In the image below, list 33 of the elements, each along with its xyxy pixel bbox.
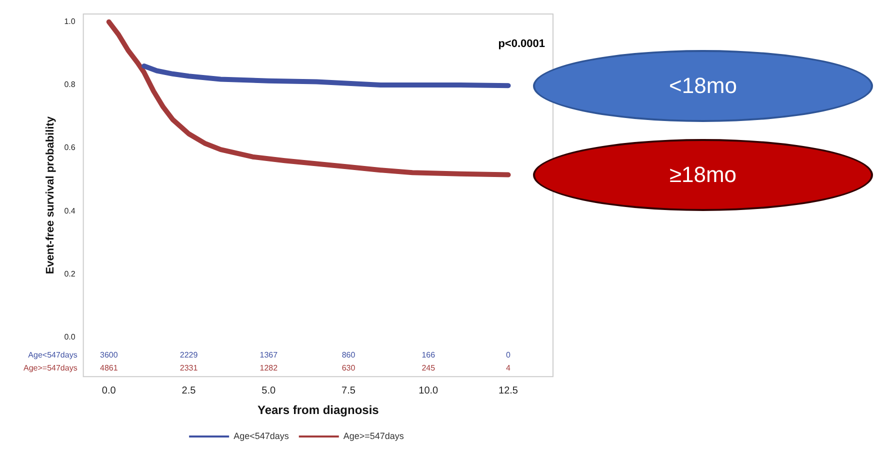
text: Age<547days: [28, 350, 78, 360]
y-tick-label: 1.0: [64, 17, 76, 26]
oval-label: ≥18mo: [533, 138, 873, 211]
annotation: 1282: [260, 363, 278, 372]
y-tick-label: 0.6: [64, 143, 76, 152]
x-tick-label: 0.0: [102, 385, 116, 396]
annotation: p<0.0001: [498, 38, 545, 50]
legend-label: Age>=547days: [343, 430, 404, 441]
annotation: 860: [342, 350, 356, 360]
x-tick-label: 7.5: [342, 385, 356, 396]
y-tick-label: 0.4: [64, 206, 76, 216]
annotation: 4861: [100, 363, 118, 372]
annotation: 2229: [180, 350, 198, 360]
annotation: 2331: [180, 363, 198, 372]
x-tick-label: 12.5: [498, 385, 518, 396]
annotation: 630: [342, 363, 356, 372]
annotation: 0: [506, 350, 512, 360]
text: Age>=547days: [23, 363, 78, 372]
legend-label: Age<547days: [234, 430, 290, 441]
annotation: 245: [422, 363, 436, 372]
annotation: 3600: [100, 350, 118, 360]
x-tick-label: 5.0: [262, 385, 276, 396]
annotation: 4: [506, 363, 512, 372]
y-tick-label: 0.2: [64, 269, 76, 278]
annotation: 1367: [260, 350, 278, 360]
x-tick-label: 2.5: [182, 385, 196, 396]
y-tick-label: 0.8: [64, 80, 76, 90]
oval-label: <18mo: [533, 50, 873, 122]
x-axis-title: Years from diagnosis: [257, 403, 380, 418]
x-tick-label: 10.0: [418, 385, 439, 396]
annotation: 166: [422, 350, 436, 360]
y-axis-title: Event-free survival probability: [44, 116, 57, 274]
y-tick-label: 0.0: [64, 332, 76, 342]
